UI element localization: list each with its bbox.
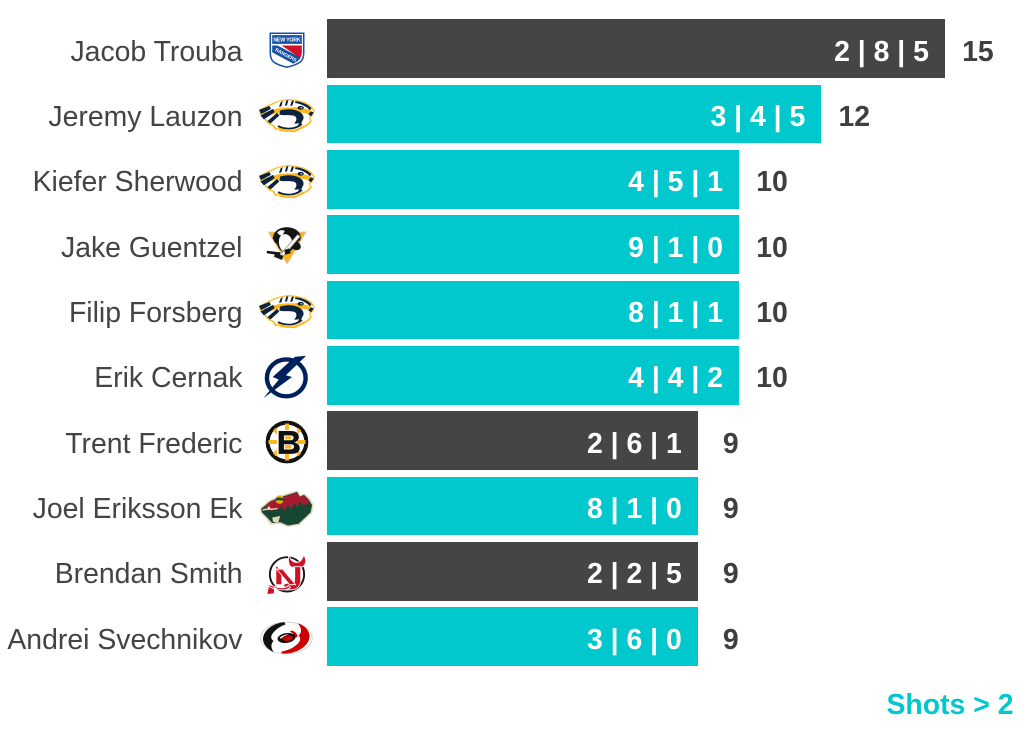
svg-text:NEW YORK: NEW YORK: [273, 38, 301, 44]
